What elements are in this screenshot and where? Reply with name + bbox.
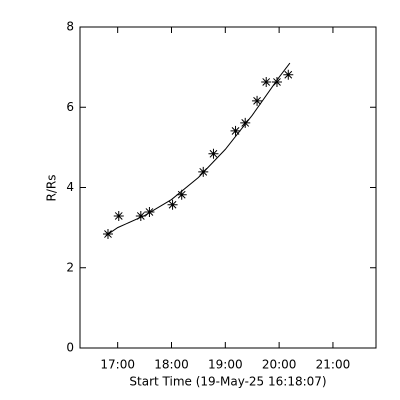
y-tick-label: 4 [66,180,74,194]
data-point [240,117,251,128]
x-tick-label: 21:00 [316,358,351,372]
data-point [167,199,178,210]
y-tick-label: 0 [66,341,74,355]
data-point [230,125,241,136]
x-tick-label: 20:00 [262,358,297,372]
x-axis-label: Start Time (19-May-25 16:18:07) [129,375,326,389]
x-tick-label: 18:00 [154,358,189,372]
data-point [144,206,155,217]
plot-frame [79,26,377,349]
y-tick-label: 6 [66,100,74,114]
data-point [176,189,187,200]
data-point [271,76,282,87]
fit-line [105,62,291,237]
data-point [113,210,124,221]
data-point [252,95,263,106]
data-point [135,210,146,221]
y-axis-label: R/Rs [45,175,59,202]
data-point [283,69,294,80]
y-tick-label: 8 [66,20,74,34]
data-point [208,148,219,159]
data-point [261,76,272,87]
x-tick-label: 19:00 [208,358,243,372]
y-tick-label: 2 [66,260,74,274]
x-tick-label: 17:00 [100,358,135,372]
